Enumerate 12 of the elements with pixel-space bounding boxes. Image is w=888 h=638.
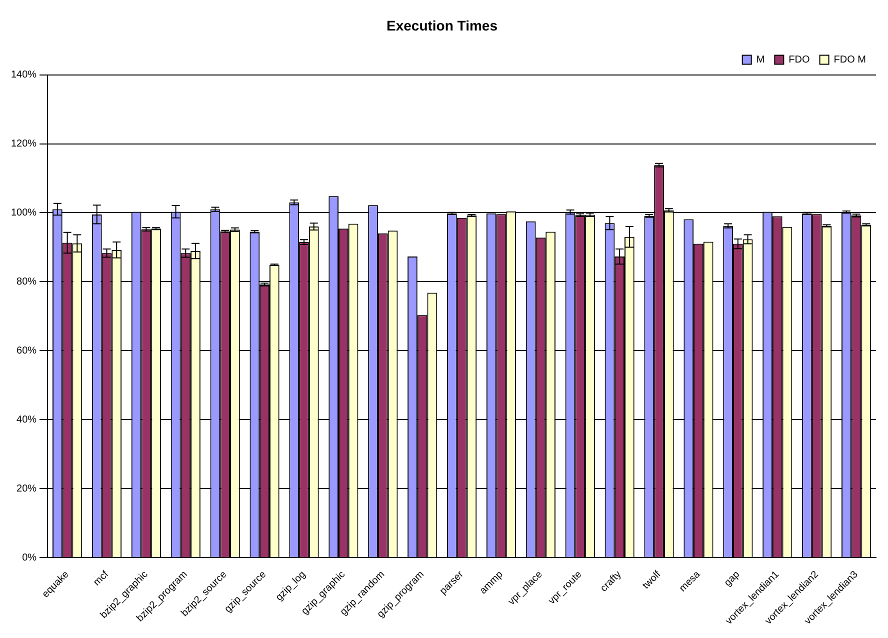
legend-label: FDO xyxy=(788,54,810,66)
y-tick-label: 60% xyxy=(16,345,37,356)
y-tick-label: 0% xyxy=(22,552,37,564)
y-tick-label: 40% xyxy=(16,414,37,426)
legend-label: FDO M xyxy=(834,54,866,66)
chart-title: Execution Times xyxy=(386,17,498,34)
y-tick-label: 20% xyxy=(16,483,37,494)
y-tick-label: 100% xyxy=(11,207,37,218)
y-tick-label: 80% xyxy=(16,276,37,288)
y-tick-label: 140% xyxy=(11,70,37,81)
y-tick-label: 120% xyxy=(11,138,37,150)
legend-label: M xyxy=(756,54,765,66)
